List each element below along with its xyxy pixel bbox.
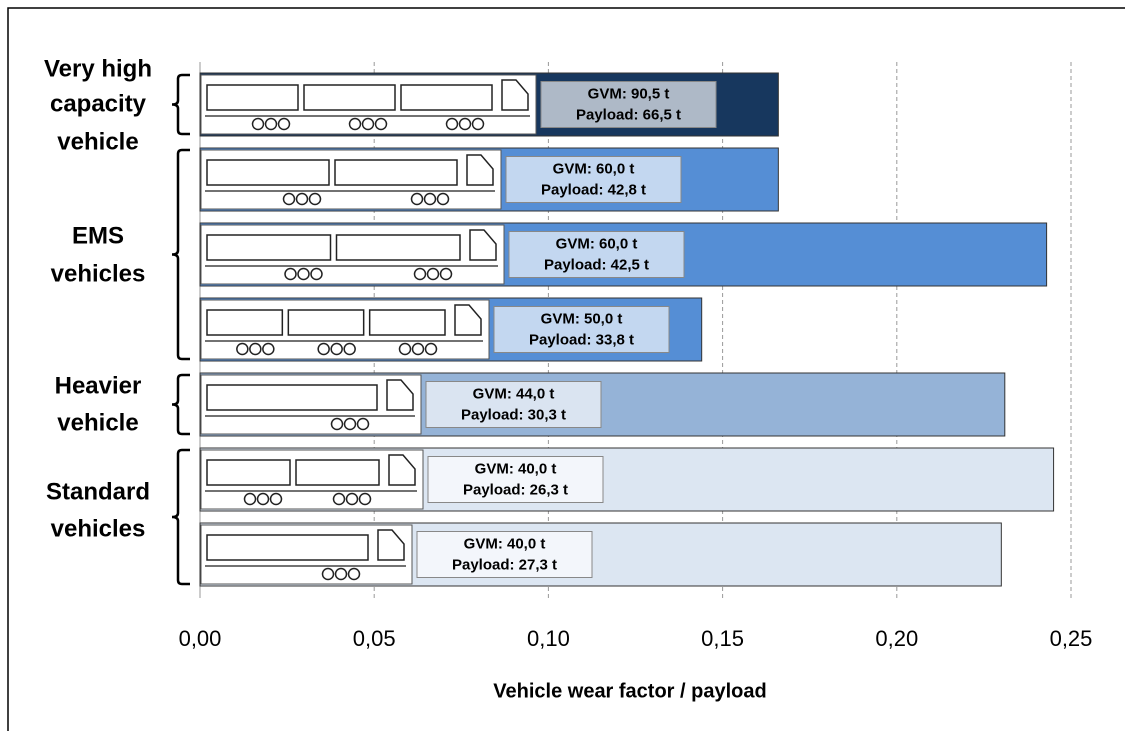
trailer [207, 85, 298, 110]
x-tick-label: 0,05 [353, 626, 396, 651]
wheel [266, 119, 277, 130]
annotation-gvm: GVM: 40,0 t [464, 535, 546, 552]
trailer [401, 85, 492, 110]
wheel [438, 194, 449, 205]
annotation-payload: Payload: 30,3 t [461, 406, 566, 423]
wheel [279, 119, 290, 130]
x-tick-label: 0,00 [179, 626, 222, 651]
wheel [425, 194, 436, 205]
annotation-payload: Payload: 42,5 t [544, 256, 649, 273]
wheel [460, 119, 471, 130]
wheel [271, 494, 282, 505]
wheel [426, 344, 437, 355]
annotation-payload: Payload: 42,8 t [541, 181, 646, 198]
wheel [360, 494, 371, 505]
wheel [245, 494, 256, 505]
annotation-gvm: GVM: 50,0 t [541, 310, 623, 327]
trailer [337, 235, 461, 260]
group-label: Very high [44, 55, 152, 82]
annotation-gvm: GVM: 60,0 t [556, 235, 638, 252]
annotation-payload: Payload: 26,3 t [463, 481, 568, 498]
vehicle-drawing [201, 375, 421, 434]
wheel [237, 344, 248, 355]
x-axis-title: Vehicle wear factor / payload [493, 680, 766, 702]
wheel [345, 419, 356, 430]
group-label: vehicles [51, 515, 146, 542]
chart: Vehicle wear factor / payload 0,00 0,05 0,… [0, 0, 1125, 731]
wheel [332, 419, 343, 430]
wheel [336, 569, 347, 580]
annotation-payload: Payload: 27,3 t [452, 556, 557, 573]
wheel [297, 194, 308, 205]
group-label: EMS [72, 222, 124, 249]
wheel [250, 344, 261, 355]
wheel [344, 344, 355, 355]
trailer [335, 160, 457, 185]
trailer [288, 310, 363, 335]
group-label: Heavier [55, 372, 142, 399]
annotation-gvm: GVM: 90,5 t [588, 85, 670, 102]
trailer [370, 310, 445, 335]
annotation-gvm: GVM: 60,0 t [553, 160, 635, 177]
wheel [376, 119, 387, 130]
wheel [441, 269, 452, 280]
annotation-payload: Payload: 66,5 t [576, 106, 681, 123]
wheel [318, 344, 329, 355]
wheel [311, 269, 322, 280]
wheel [358, 419, 369, 430]
trailer [207, 160, 329, 185]
wheel [285, 269, 296, 280]
wheel [412, 194, 423, 205]
annotation-gvm: GVM: 40,0 t [475, 460, 557, 477]
trailer [207, 385, 377, 410]
group-label: vehicle [57, 409, 138, 436]
group-bracket [172, 150, 190, 359]
group-label: Standard [46, 478, 150, 505]
trailer [207, 535, 368, 560]
vehicle-drawing [201, 150, 501, 209]
x-tick-label: 0,20 [875, 626, 918, 651]
wheel [310, 194, 321, 205]
wheel [258, 494, 269, 505]
wheel [331, 344, 342, 355]
wheel [447, 119, 458, 130]
vehicle-drawing [201, 300, 489, 359]
wheel [413, 344, 424, 355]
wheel [473, 119, 484, 130]
trailer [207, 460, 290, 485]
vehicle-drawing [201, 450, 423, 509]
wheel [350, 119, 361, 130]
group-bracket [172, 375, 190, 434]
wheel [363, 119, 374, 130]
wheel [415, 269, 426, 280]
group-label: vehicles [51, 260, 146, 287]
wheel [349, 569, 360, 580]
x-tick-label: 0,10 [527, 626, 570, 651]
group-bracket [172, 75, 190, 134]
group-bracket [172, 450, 190, 584]
annotation-payload: Payload: 33,8 t [529, 331, 634, 348]
vehicle-drawing [201, 225, 504, 284]
trailer [304, 85, 395, 110]
wheel [323, 569, 334, 580]
wheel [400, 344, 411, 355]
x-tick-label: 0,25 [1050, 626, 1093, 651]
trailer [207, 235, 331, 260]
trailer [296, 460, 379, 485]
wheel [428, 269, 439, 280]
group-label: vehicle [57, 128, 138, 155]
wheel [284, 194, 295, 205]
group-label: capacity [50, 90, 147, 117]
wheel [263, 344, 274, 355]
wheel [298, 269, 309, 280]
wheel [253, 119, 264, 130]
x-tick-label: 0,15 [701, 626, 744, 651]
trailer [207, 310, 282, 335]
vehicle-drawing [201, 525, 412, 584]
wheel [334, 494, 345, 505]
annotation-gvm: GVM: 44,0 t [473, 385, 555, 402]
wheel [347, 494, 358, 505]
vehicle-drawing [201, 75, 536, 134]
